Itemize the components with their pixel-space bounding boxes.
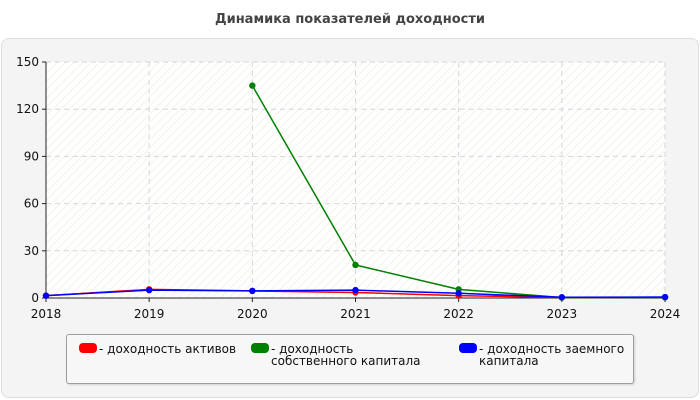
y-tick-label: 90 [24, 149, 39, 163]
y-tick-label: 150 [16, 55, 39, 69]
x-tick-label: 2021 [340, 307, 371, 321]
y-tick-label: 120 [16, 102, 39, 116]
x-tick-label: 2019 [134, 307, 165, 321]
data-point-debt [145, 286, 153, 294]
axes: 0 30 60 90 120 150 2018 2019 2020 2021 2022 2023 202… [16, 55, 680, 321]
x-tick-label: 2020 [237, 307, 268, 321]
x-tick-label: 2024 [650, 307, 681, 321]
legend-label-debt: - доходность заемного капитала [479, 342, 625, 368]
legend-swatch-equity [251, 343, 269, 353]
legend-swatch-debt [459, 343, 477, 353]
legend-item-assets: - доходность активов [79, 343, 236, 355]
y-tick-label: 30 [24, 244, 39, 258]
legend-label-assets: - доходность активов [99, 342, 237, 356]
legend-item-debt: - доходность заемного капитала [459, 343, 629, 367]
legend: - доходность активов - доходность собств… [66, 334, 634, 384]
data-point-debt [661, 293, 669, 301]
legend-item-equity: - доходность собственного капитала [251, 343, 441, 367]
grid-lines [46, 61, 666, 298]
y-tick-label: 0 [31, 291, 39, 305]
chart-title: Динамика показателей доходности [215, 12, 485, 27]
y-tick-label: 60 [24, 197, 39, 211]
data-point-debt [42, 292, 50, 299]
series-layer [42, 82, 669, 301]
data-point-debt [352, 286, 359, 294]
x-tick-label: 2022 [443, 307, 474, 321]
legend-swatch-assets [79, 343, 97, 353]
data-point-debt [455, 290, 462, 297]
data-point-equity [249, 82, 256, 89]
data-point-equity [352, 261, 359, 269]
data-point-debt [249, 287, 256, 295]
x-tick-label: 2018 [31, 307, 62, 321]
data-point-debt [558, 294, 566, 301]
legend-label-equity: - доходность собственного капитала [271, 342, 421, 368]
x-tick-label: 2023 [547, 307, 578, 321]
